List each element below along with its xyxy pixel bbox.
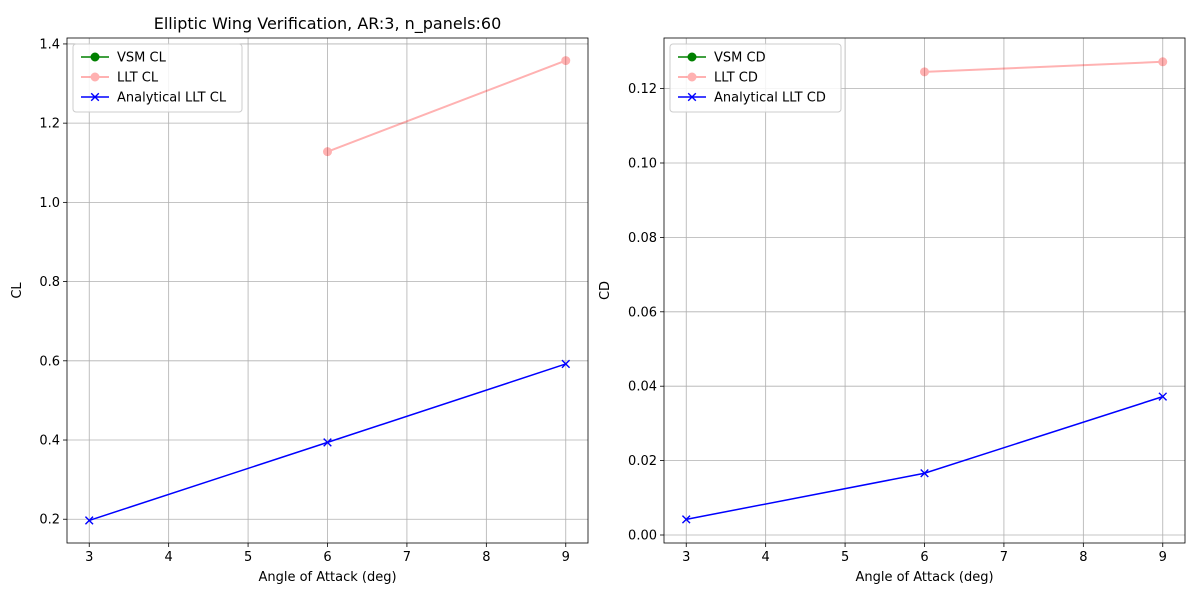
x-tick-label: 8 [1079, 550, 1087, 565]
x-tick-label: 4 [762, 550, 770, 565]
legend-box [669, 43, 842, 113]
y-tick-label: 0.4 [39, 434, 60, 449]
series-line-llt-cd [924, 60, 1163, 73]
x-axis-label: Angle of Attack (deg) [258, 570, 396, 585]
x-tick-label: 5 [244, 550, 252, 565]
legend-swatch-marker [90, 92, 100, 102]
y-axis-label: CD [598, 281, 613, 300]
data-point-analytical-llt-cl [561, 359, 571, 369]
x-tick-label: 7 [1000, 550, 1008, 565]
legend-swatch-marker [687, 72, 697, 82]
series-line-llt-cl [327, 59, 567, 153]
y-tick-label: 0.08 [628, 231, 657, 246]
y-tick-label: 0.04 [628, 380, 657, 395]
legend-label: VSM CL [117, 51, 167, 66]
x-tick-label: 3 [85, 550, 93, 565]
y-tick-label: 0.06 [628, 305, 657, 320]
y-tick-label: 1.2 [39, 117, 60, 132]
data-point-analytical-llt-cd [920, 468, 929, 478]
x-tick-label: 9 [1159, 550, 1167, 565]
legend: VSM CL LLT CL Analytical LLT CL [72, 43, 243, 113]
series-llt-cl [323, 56, 571, 157]
legend: VSM CD LLT CD Analytical LLT CD [669, 43, 842, 113]
y-tick-label: 0.2 [39, 513, 60, 528]
chart-panel-cl: 3 4 5 6 7 8 9 0.2 0.4 0.6 0.8 1.0 1.2 1.4 Elliptic Win… [10, 14, 589, 585]
legend-entry-analytical-llt-cd [678, 92, 706, 102]
x-tick-label: 3 [682, 550, 690, 565]
data-point-llt-cl [323, 147, 332, 157]
legend-entry-analytical-llt-cl [81, 92, 109, 102]
legend-entry-vsm-cd [678, 52, 706, 62]
legend-swatch-marker [687, 92, 697, 102]
series-analytical-llt-cd [681, 392, 1168, 524]
y-tick-label: 0.10 [628, 156, 657, 171]
series-analytical-llt-cl [84, 359, 571, 525]
y-tick-label: 0.12 [628, 82, 657, 97]
y-tick-label: 0.00 [628, 529, 657, 544]
legend-entry-llt-cl [81, 72, 109, 82]
x-tick-label: 6 [323, 550, 331, 565]
legend-swatch-marker [90, 72, 100, 82]
y-tick-label: 1.4 [39, 37, 60, 52]
data-point-llt-cd [920, 67, 929, 77]
legend-swatch-marker [687, 52, 697, 62]
x-tick-label: 8 [482, 550, 490, 565]
legend-entry-vsm-cl [81, 52, 109, 62]
y-axis-label: CL [10, 282, 25, 299]
x-axis-label: Angle of Attack (deg) [855, 570, 993, 585]
legend-label: Analytical LLT CD [714, 91, 826, 106]
data-point-llt-cl [561, 56, 571, 66]
legend-swatch-marker [90, 52, 100, 62]
axes-frame [663, 37, 1186, 544]
legend-label: Analytical LLT CL [117, 91, 227, 106]
data-point-analytical-llt-cd [681, 515, 691, 524]
y-tick-label: 0.8 [39, 275, 60, 290]
data-point-analytical-llt-cl [323, 438, 332, 447]
legend-label: VSM CD [714, 51, 766, 66]
axes-frame [66, 37, 589, 544]
x-tick-label: 6 [920, 550, 928, 565]
x-tick-label: 4 [165, 550, 173, 565]
y-tick-label: 0.6 [39, 354, 60, 369]
x-tick-label: 5 [841, 550, 849, 565]
data-point-llt-cd [1158, 57, 1168, 67]
legend-entry-llt-cd [678, 72, 706, 82]
chart-title: Elliptic Wing Verification, AR:3, n_pane… [154, 14, 502, 34]
x-tick-label: 7 [403, 550, 411, 565]
legend-label: LLT CL [117, 71, 159, 86]
y-tick-label: 1.0 [39, 196, 60, 211]
data-point-analytical-llt-cd [1158, 392, 1168, 401]
chart-panel-cd: 3 4 5 6 7 8 9 0.00 0.02 0.04 0.06 0.08 0.10 0.12 Angle… [598, 37, 1186, 585]
series-llt-cd [920, 57, 1168, 77]
legend-box [72, 43, 243, 113]
legend-label: LLT CD [714, 71, 758, 86]
y-tick-label: 0.02 [628, 454, 657, 469]
x-tick-label: 9 [562, 550, 570, 565]
data-point-analytical-llt-cl [84, 516, 94, 525]
